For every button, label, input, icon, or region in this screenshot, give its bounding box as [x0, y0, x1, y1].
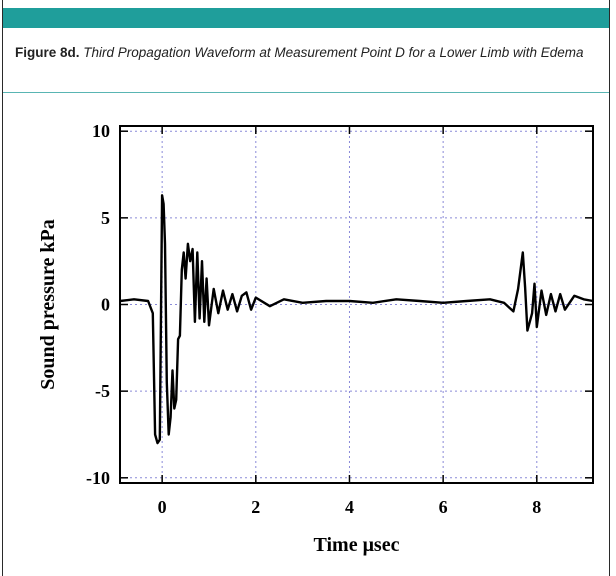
- y-axis-title: Sound pressure kPa: [37, 219, 59, 389]
- figure-title: Third Propagation Waveform at Measuremen…: [83, 45, 584, 60]
- tick-marks: [120, 126, 593, 483]
- y-tick-labels: -10 -5 0 5 10: [86, 121, 110, 488]
- y-tick-label: -10: [86, 468, 110, 488]
- top-accent-bar: [3, 8, 609, 28]
- x-tick-label: 0: [158, 497, 167, 517]
- y-tick-label: 10: [92, 121, 110, 141]
- x-axis-title: Time μsec: [314, 534, 400, 556]
- figure-caption: Figure 8d. Third Propagation Waveform at…: [15, 44, 605, 62]
- figure-label: Figure 8d.: [15, 45, 80, 60]
- x-tick-label: 6: [439, 497, 448, 517]
- y-tick-label: 0: [101, 295, 110, 315]
- caption-rule: [3, 92, 609, 93]
- y-tick-label: 5: [101, 208, 110, 228]
- grid-lines: [120, 126, 593, 483]
- x-tick-label: 8: [532, 497, 541, 517]
- y-tick-label: -5: [95, 381, 110, 401]
- x-tick-label: 2: [251, 497, 260, 517]
- x-tick-labels: 0 2 4 6 8: [158, 497, 542, 517]
- x-tick-label: 4: [345, 497, 354, 517]
- plot-border: [119, 125, 594, 484]
- waveform-line: [119, 194, 594, 445]
